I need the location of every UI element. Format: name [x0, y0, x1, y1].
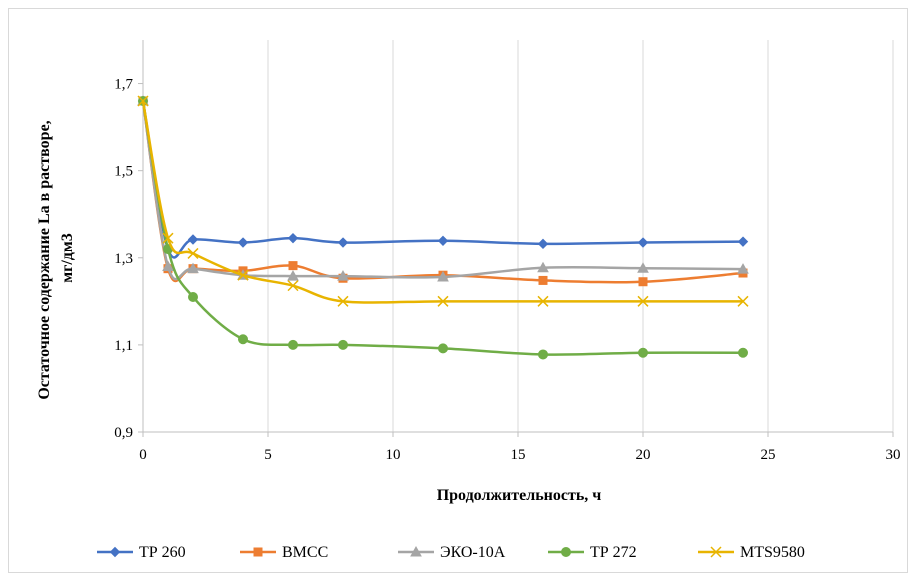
data-point	[238, 334, 248, 345]
data-point	[738, 347, 748, 358]
legend-item: ВМСС	[240, 544, 328, 561]
x-tick-label: 20	[636, 447, 651, 463]
y-tick-label: 1,5	[114, 164, 133, 180]
tick-labels: 0,9 1,1 1,3 1,5 1,7 0 5 10 15 20 25 30	[114, 77, 900, 463]
data-point	[337, 295, 349, 307]
data-point	[537, 261, 549, 273]
legend-marker	[253, 547, 263, 557]
series-line	[141, 100, 744, 356]
data-point	[188, 291, 198, 302]
data-series	[137, 94, 749, 360]
legend-item: ЭКО-10А	[398, 544, 506, 561]
legend: ТР 260 ВМСС ЭКО-10А ТР 272 MTS9580	[97, 544, 805, 561]
chart-frame	[8, 8, 908, 573]
legend-marker	[410, 545, 422, 557]
legend-item: ТР 260	[97, 544, 186, 561]
legend-label: ВМСС	[282, 544, 328, 561]
data-point	[337, 237, 349, 248]
data-point	[187, 247, 199, 259]
legend-marker	[109, 546, 121, 558]
data-point	[638, 347, 648, 358]
data-point	[538, 349, 548, 360]
y-axis-title: Остаточное содержание La в растворе, мг/…	[36, 116, 76, 399]
data-point	[538, 275, 548, 285]
legend-marker	[561, 547, 571, 557]
data-point	[162, 232, 174, 244]
data-point	[537, 295, 549, 307]
data-point	[537, 238, 549, 250]
x-tick-label: 5	[264, 447, 272, 463]
data-point	[288, 339, 298, 350]
legend-item: ТР 272	[548, 544, 637, 561]
grid-lines	[267, 40, 894, 432]
y-tick-label: 0,9	[114, 425, 133, 441]
data-point	[437, 235, 449, 246]
legend-label: MTS9580	[740, 544, 805, 561]
legend-label: ЭКО-10А	[440, 544, 506, 561]
data-point	[438, 343, 448, 354]
series-line	[141, 100, 744, 259]
legend-label: ТР 260	[139, 544, 186, 561]
legend-marker	[710, 546, 722, 558]
y-axis-title-line-1: Остаточное содержание La в растворе,	[36, 120, 53, 399]
y-axis-title-line-2: мг/дм3	[59, 233, 76, 283]
data-point	[737, 263, 749, 274]
series-line	[141, 100, 744, 281]
data-point	[338, 339, 348, 350]
x-tick-label: 25	[761, 447, 776, 463]
data-point	[137, 95, 149, 107]
data-point	[237, 237, 249, 248]
data-point	[337, 270, 349, 281]
legend-item: MTS9580	[698, 544, 805, 561]
data-point	[287, 280, 299, 292]
data-point	[437, 270, 449, 282]
data-point	[288, 261, 298, 271]
data-point	[737, 295, 749, 307]
x-tick-label: 0	[139, 447, 147, 463]
data-point	[237, 269, 249, 281]
data-point	[187, 234, 199, 245]
x-tick-label: 15	[511, 447, 526, 463]
data-point	[638, 277, 648, 287]
data-point	[637, 237, 649, 248]
data-point	[437, 295, 449, 307]
data-point	[287, 232, 299, 244]
series-line	[141, 100, 743, 304]
x-tick-label: 30	[886, 447, 901, 463]
data-point	[637, 295, 649, 307]
data-point	[162, 260, 174, 271]
data-point	[637, 262, 649, 273]
y-tick-label: 1,3	[114, 251, 133, 267]
data-point	[187, 262, 199, 274]
x-tick-label: 10	[386, 447, 401, 463]
data-point	[737, 236, 749, 247]
y-tick-label: 1,7	[114, 77, 133, 93]
data-point	[287, 270, 299, 281]
series-5	[137, 95, 749, 307]
y-tick-label: 1,1	[114, 338, 133, 354]
x-axis-title: Продолжительность, ч	[437, 487, 602, 504]
legend-label: ТР 272	[590, 544, 637, 561]
